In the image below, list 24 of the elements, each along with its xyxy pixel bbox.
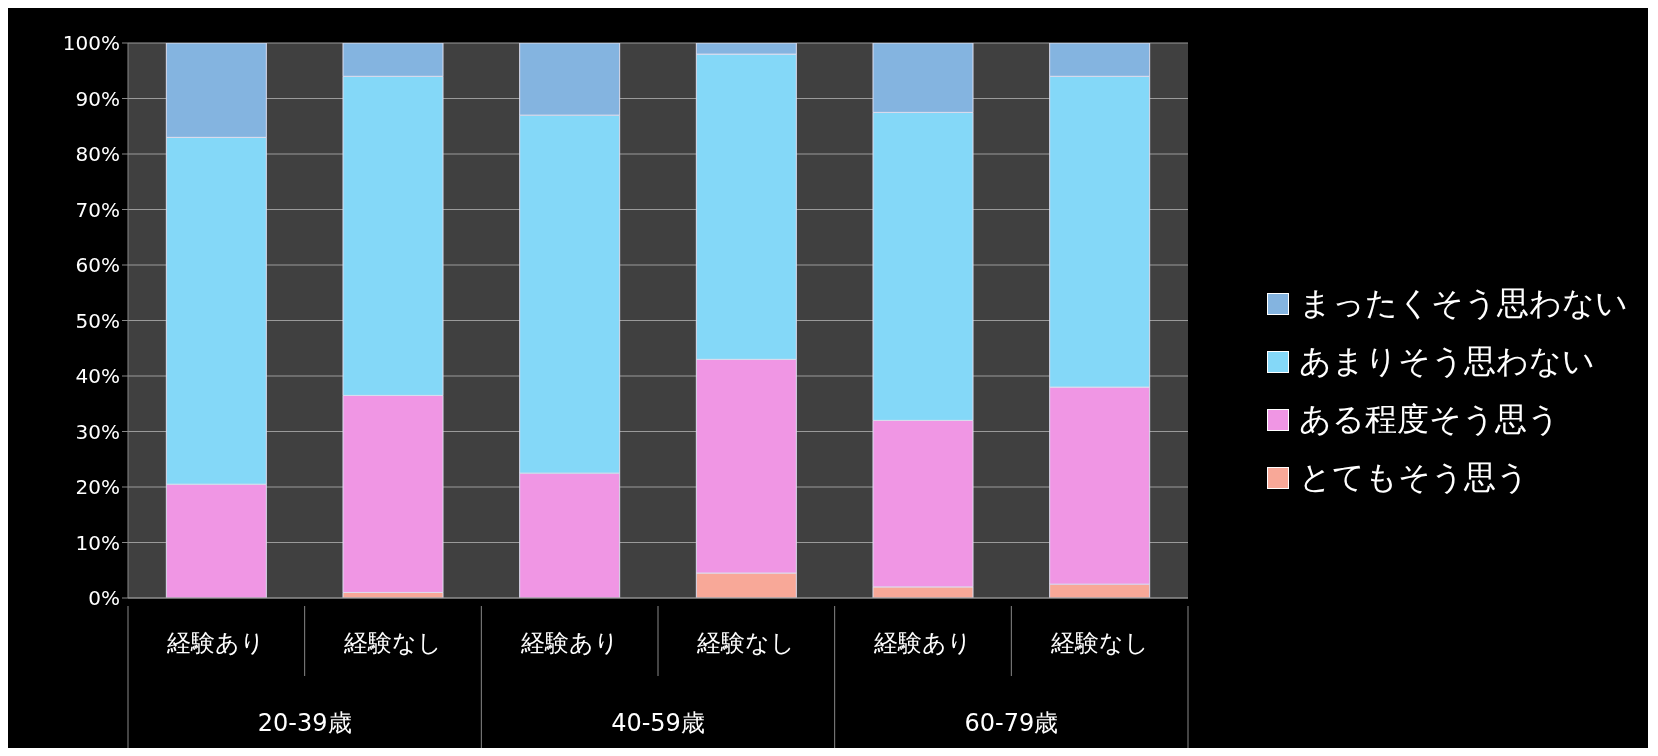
y-tick-label: 70% bbox=[75, 197, 120, 222]
y-tick-label: 60% bbox=[75, 253, 120, 278]
y-tick-label: 80% bbox=[75, 142, 120, 167]
legend-label: あまりそう思わない bbox=[1299, 341, 1595, 382]
legend-label: まったくそう思わない bbox=[1299, 283, 1628, 324]
x-tick-label: 経験あり bbox=[873, 629, 972, 657]
text: 60-79歳 bbox=[964, 709, 1059, 737]
x-tick-label: 経験あり bbox=[166, 629, 266, 657]
y-tick-label: 0% bbox=[88, 586, 120, 611]
x-tick-label: 経験なし bbox=[1049, 629, 1149, 657]
text: 40-59歳 bbox=[611, 709, 705, 737]
text: 20-39歳 bbox=[257, 709, 352, 737]
y-tick-label: 20% bbox=[75, 475, 120, 500]
legend-label: とてもそう思う bbox=[1299, 457, 1529, 498]
y-tick-label: 10% bbox=[75, 530, 120, 555]
x-tick-label: 経験なし bbox=[343, 629, 442, 657]
x-tick-label: 経験あり bbox=[519, 629, 619, 657]
y-tick-label: 30% bbox=[75, 419, 120, 444]
y-tick-label: 100% bbox=[62, 31, 120, 56]
y-tick-label: 90% bbox=[75, 86, 120, 111]
y-tick-label: 40% bbox=[75, 364, 120, 389]
x-tick-label: 経験なし bbox=[696, 629, 796, 657]
y-tick-label: 50% bbox=[75, 308, 120, 333]
legend-label: ある程度そう思う bbox=[1299, 399, 1560, 440]
